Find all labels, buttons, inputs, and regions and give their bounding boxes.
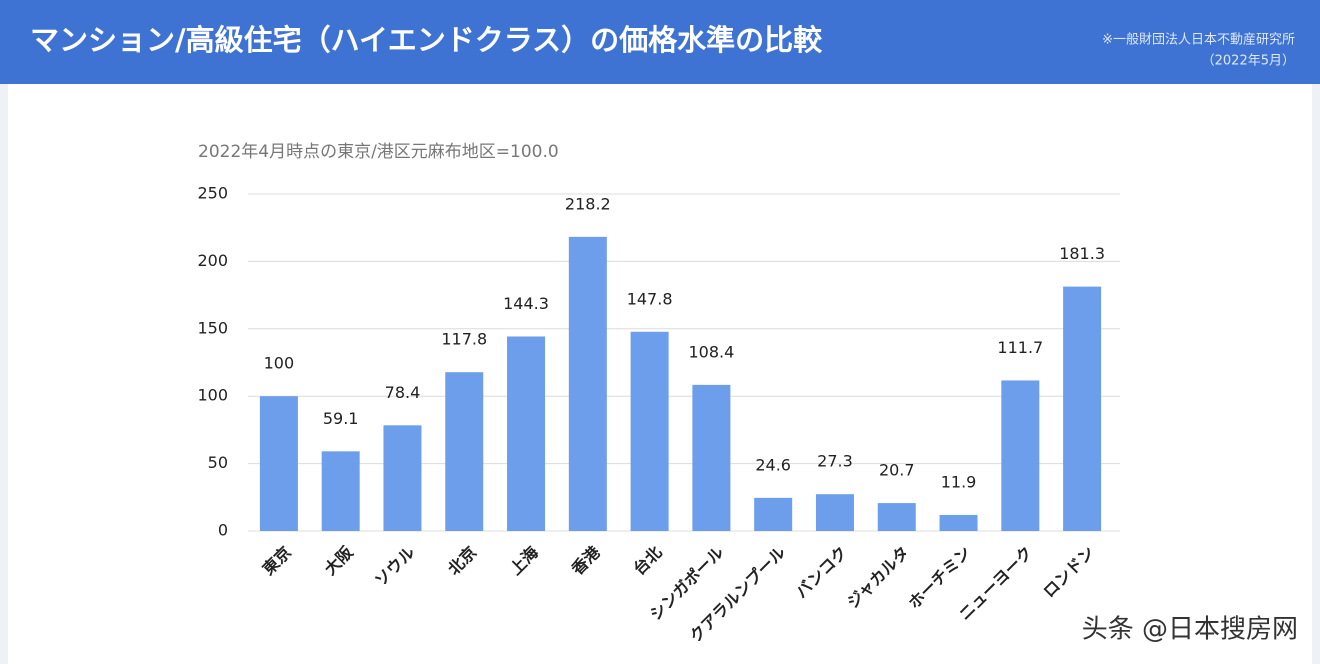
- bar: [1063, 286, 1102, 531]
- bar: [877, 503, 916, 531]
- chart-title: マンション/高級住宅（ハイエンドクラス）の価格水準の比較: [30, 23, 823, 57]
- y-tick-label: 250: [197, 184, 228, 203]
- data-label: 24.6: [755, 455, 791, 474]
- data-label: 27.3: [817, 452, 853, 471]
- data-label: 78.4: [385, 383, 421, 402]
- bar: [815, 494, 854, 531]
- data-label: 144.3: [503, 294, 549, 313]
- header-band: [0, 0, 1320, 84]
- data-label: 218.2: [565, 194, 611, 213]
- source: ※一般財団法人日本不動産研究所: [1102, 32, 1295, 48]
- y-tick-label: 200: [197, 251, 228, 270]
- source-date: （2022年5月）: [1202, 54, 1295, 69]
- bar: [507, 336, 546, 531]
- bar: [1001, 380, 1040, 531]
- y-tick-label: 50: [208, 453, 228, 472]
- bar: [754, 497, 793, 531]
- data-label: 147.8: [627, 289, 673, 308]
- bar: [445, 372, 484, 531]
- data-label: 111.7: [997, 338, 1043, 357]
- bar: [383, 425, 422, 531]
- data-label: 108.4: [688, 342, 734, 361]
- data-label: 181.3: [1059, 244, 1105, 263]
- bar: [939, 514, 978, 531]
- data-label: 117.8: [441, 330, 487, 349]
- bar: [321, 451, 360, 531]
- bar: [259, 396, 298, 531]
- bar: [630, 331, 669, 531]
- subtitle: 2022年4月時点の東京/港区元麻布地区=100.0: [198, 142, 559, 162]
- watermark: 头条 @日本搜房网: [1082, 615, 1298, 645]
- data-label: 11.9: [941, 472, 977, 491]
- data-label: 100: [264, 354, 295, 373]
- bar: [568, 236, 607, 531]
- y-tick-label: 100: [197, 386, 228, 405]
- data-label: 20.7: [879, 461, 915, 480]
- y-tick-label: 0: [218, 521, 228, 540]
- y-tick-label: 150: [197, 318, 228, 337]
- bar: [692, 384, 731, 531]
- data-label: 59.1: [323, 409, 359, 428]
